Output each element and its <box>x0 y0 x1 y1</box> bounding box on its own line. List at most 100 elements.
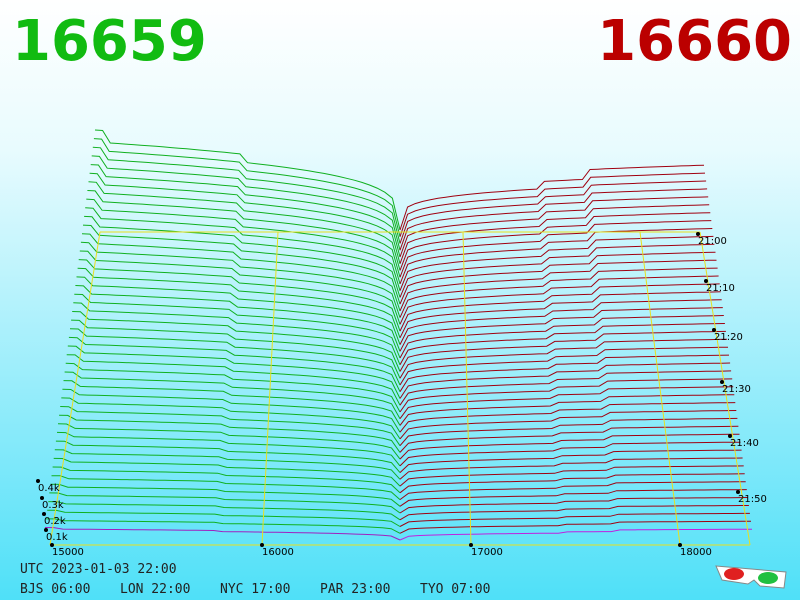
bid-depth-line <box>89 172 401 264</box>
ask-depth-line <box>399 370 732 406</box>
ask-depth-line <box>399 299 722 345</box>
utc-time: UTC 2023-01-03 22:00 <box>20 562 177 577</box>
bid-depth-line <box>52 466 401 494</box>
grid-line <box>462 231 472 546</box>
bid-depth-line <box>51 475 401 500</box>
bid-depth-line <box>82 224 401 305</box>
ask-depth-line <box>399 275 719 325</box>
bid-depth-line <box>77 267 401 338</box>
price-tick-label: 16000 <box>262 547 294 558</box>
tick-dot <box>736 490 740 494</box>
bid-depth-line <box>90 164 401 258</box>
bid-depth-line <box>72 311 401 372</box>
bid-depth-line <box>55 440 401 473</box>
ask-depth-line <box>399 220 712 278</box>
tick-dot <box>44 528 48 532</box>
ask-depth-line <box>399 489 747 507</box>
ask-depth-line <box>399 228 713 285</box>
city-times: BJS 06:00 LON 22:00 NYC 17:00 PAR 23:00 TYO … <box>20 582 490 597</box>
ask-depth-line <box>399 481 746 501</box>
ask-depth-line <box>399 259 717 312</box>
ask-depth-line <box>399 528 752 541</box>
bid-depth-line <box>56 431 401 467</box>
ask-depth-line <box>399 362 731 399</box>
bid-depth-line <box>69 328 401 386</box>
bid-depth-line <box>57 423 401 460</box>
volume-tick-label: 0.4k <box>38 483 60 494</box>
ask-depth-line <box>399 433 740 460</box>
bid-depth-line <box>48 501 401 521</box>
bid-depth-line <box>63 380 401 426</box>
bid-depth-line <box>46 518 401 534</box>
bid-depth-line <box>75 285 401 352</box>
grid-line <box>699 231 751 546</box>
ask-depth-line <box>399 346 729 386</box>
volume-tick-label: 0.2k <box>44 516 66 527</box>
ask-depth-line <box>399 425 739 453</box>
time-tick-label: 21:50 <box>738 494 767 505</box>
tick-dot <box>678 543 682 547</box>
bid-depth-line <box>91 155 401 251</box>
3d-glasses-icon <box>715 565 787 589</box>
bid-depth-line <box>74 293 401 359</box>
bid-depth-line <box>53 457 401 487</box>
volume-tick-label: 0.3k <box>42 500 64 511</box>
ask-depth-line <box>399 410 737 440</box>
ask-depth-line <box>399 505 749 521</box>
tick-dot <box>728 434 732 438</box>
bid-depth-line <box>94 129 401 231</box>
bid-depth-line <box>86 198 401 285</box>
ask-depth-line <box>399 449 742 473</box>
ask-depth-line <box>399 212 711 271</box>
time-tick-label: 21:40 <box>730 438 759 449</box>
ask-depth-line <box>399 394 735 426</box>
ask-depth-line <box>399 283 720 332</box>
bid-depth-line <box>65 362 401 413</box>
bid-depth-line <box>64 371 401 419</box>
bid-depth-line <box>84 215 401 298</box>
ask-depth-line <box>399 307 723 352</box>
bid-depth-line <box>49 492 401 514</box>
bid-depth-line <box>88 181 401 271</box>
price-tick-label: 17000 <box>471 547 503 558</box>
bid-depth-line <box>54 449 401 480</box>
ask-depth-line <box>399 497 748 514</box>
tick-dot <box>469 543 473 547</box>
ask-depth-line <box>399 251 716 305</box>
ask-depth-line <box>399 315 724 359</box>
axis-labels: 15000 16000 17000 18000 0.4k 0.3k 0.2k 0.1k 21:0… <box>36 232 767 558</box>
ask-depth-line <box>399 330 726 372</box>
ask-depth-line <box>399 457 743 480</box>
price-tick-label: 15000 <box>52 547 84 558</box>
bid-depth-line <box>66 354 401 406</box>
bid-depth-line <box>87 190 401 278</box>
grid-line <box>261 231 279 546</box>
ask-depth-line <box>399 402 736 433</box>
bid-depth-line <box>80 241 401 318</box>
bid-depth-line <box>68 336 401 392</box>
ask-depth-line <box>399 512 750 527</box>
bid-depth-line <box>61 397 401 440</box>
ask-depth-line <box>399 417 738 447</box>
ask-depth-line <box>399 164 705 231</box>
bid-price: 16659 <box>12 9 207 74</box>
volume-tick-label: 0.1k <box>46 532 68 543</box>
bid-depth-line <box>92 146 401 244</box>
ask-depth-line <box>399 386 734 419</box>
bid-depth-line <box>85 207 401 291</box>
plot <box>44 129 752 546</box>
ask-depth-line <box>399 520 751 534</box>
bid-depth-line <box>73 302 401 365</box>
ask-depth-line <box>399 204 710 264</box>
ask-depth-line <box>399 243 715 298</box>
bid-depth-line <box>78 259 401 332</box>
ask-depth-line <box>399 354 730 392</box>
bid-depth-line <box>71 319 401 379</box>
ask-depth-line <box>399 291 721 339</box>
bid-depth-line <box>79 250 401 325</box>
ask-depth-line <box>399 338 728 379</box>
ask-depth-line <box>399 180 707 244</box>
tick-dot <box>704 279 708 283</box>
bid-depth-line <box>67 345 401 399</box>
